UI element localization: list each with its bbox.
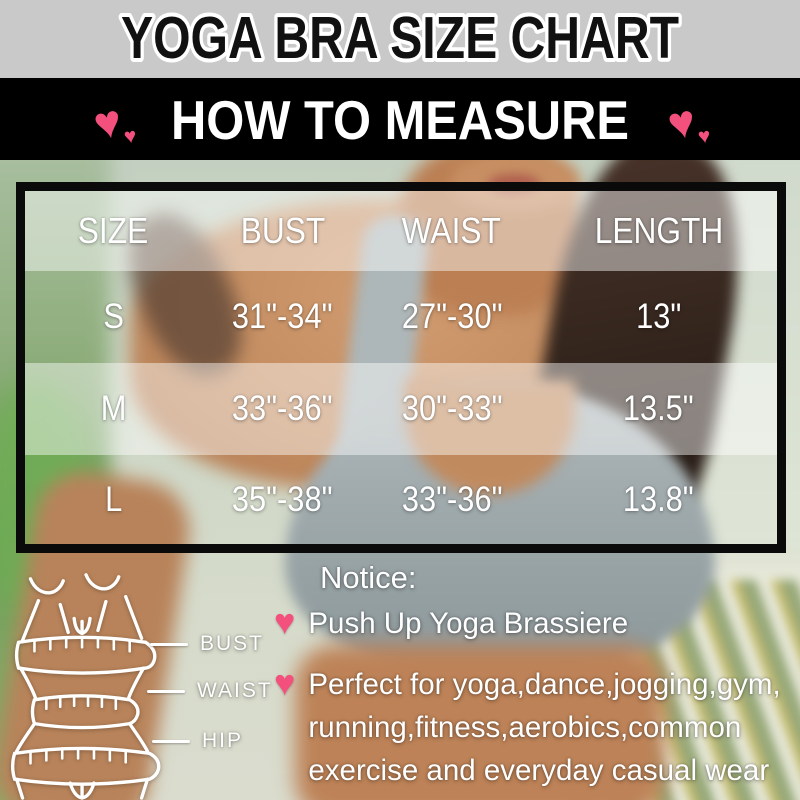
- title-svg: YOGA BRA SIZE CHART: [117, 1, 683, 75]
- banner-label: HOW TO MEASURE: [171, 89, 629, 151]
- panty-mark: [68, 781, 96, 800]
- collar-curve-left: [28, 577, 65, 595]
- hip-tape-ticks: [29, 747, 127, 765]
- bust-cell: 31"-34": [232, 297, 333, 336]
- length-cell: 13.5": [623, 389, 694, 428]
- bust-tape-band: [14, 635, 157, 675]
- size-cell: M: [100, 389, 127, 428]
- hip-tape-band: [10, 746, 161, 786]
- model-midriff: [295, 645, 665, 800]
- leader-dash: [152, 739, 190, 743]
- bust-tape-ticks: [33, 636, 131, 653]
- leader-dash: [147, 689, 185, 693]
- table-row-m: M 33"-36" 30"-33" 13.5": [25, 363, 777, 455]
- title-strip: YOGA BRA SIZE CHART: [0, 0, 800, 78]
- length-cell: 13.8": [623, 479, 694, 519]
- notice-item: ♥ Perfect for yoga,dance,jogging,gym, ru…: [274, 663, 790, 792]
- table-row-l: L 35"-38" 33"-36" 13.8": [25, 455, 777, 544]
- hip-label: HIP: [202, 729, 244, 752]
- leader-dash: [150, 642, 188, 646]
- notice-item-text: Push Up Yoga Brassiere: [308, 607, 629, 640]
- waist-cell: 33"-36": [401, 479, 503, 519]
- size-chart-table: SIZE BUST WAIST LENGTH S 31"-34" 27"-30"…: [16, 182, 786, 553]
- page-title: YOGA BRA SIZE CHART: [121, 5, 679, 71]
- table-header-row: SIZE BUST WAIST LENGTH: [25, 191, 777, 271]
- heart-icon: ♥: [274, 601, 296, 642]
- waist-tape-ticks: [45, 694, 118, 711]
- shoulder-line-left: [20, 598, 41, 643]
- hip-outline: [14, 721, 150, 754]
- model-photo-background: [0, 160, 800, 800]
- table-row-s: S 31"-34" 27"-30" 13": [25, 271, 777, 363]
- center-mark: [72, 616, 92, 636]
- notice-item: ♥ Push Up Yoga Brassiere: [274, 602, 790, 645]
- bust-cell: 35"-38": [232, 479, 333, 519]
- column-header-size: SIZE: [78, 210, 149, 251]
- waist-label: WAIST: [197, 679, 273, 702]
- waist-cell: 30"-33": [401, 389, 503, 428]
- measure-banner: HOW TO MEASURE: [0, 78, 800, 160]
- notice-item-text: Perfect for yoga,dance,jogging,gym, runn…: [308, 668, 781, 787]
- hip-label-row: HIP: [152, 729, 243, 753]
- strap-line-right: [96, 599, 108, 633]
- bust-label: BUST: [200, 632, 265, 655]
- size-cell: S: [103, 297, 124, 336]
- size-cell: L: [104, 479, 122, 519]
- waist-outline: [18, 666, 146, 700]
- strap-line-left: [58, 602, 70, 635]
- banner-svg: HOW TO MEASURE: [171, 89, 629, 151]
- waist-tape-band: [30, 694, 140, 730]
- notice-heading: Notice:: [320, 560, 417, 595]
- lower-outline: [14, 777, 150, 800]
- column-header-bust: BUST: [240, 210, 325, 251]
- length-cell: 13": [635, 297, 682, 336]
- bust-label-row: BUST: [150, 632, 264, 656]
- bust-cell: 33"-36": [232, 389, 333, 428]
- waist-label-row: WAIST: [147, 679, 273, 703]
- shoulder-line-right: [124, 594, 144, 641]
- waist-cell: 27"-30": [401, 297, 503, 336]
- column-header-waist: WAIST: [402, 210, 502, 251]
- torso-measure-diagram: [10, 573, 161, 800]
- heart-icon: ♥: [274, 662, 296, 703]
- collar-curve-right: [84, 573, 121, 591]
- column-header-length: LENGTH: [594, 210, 723, 251]
